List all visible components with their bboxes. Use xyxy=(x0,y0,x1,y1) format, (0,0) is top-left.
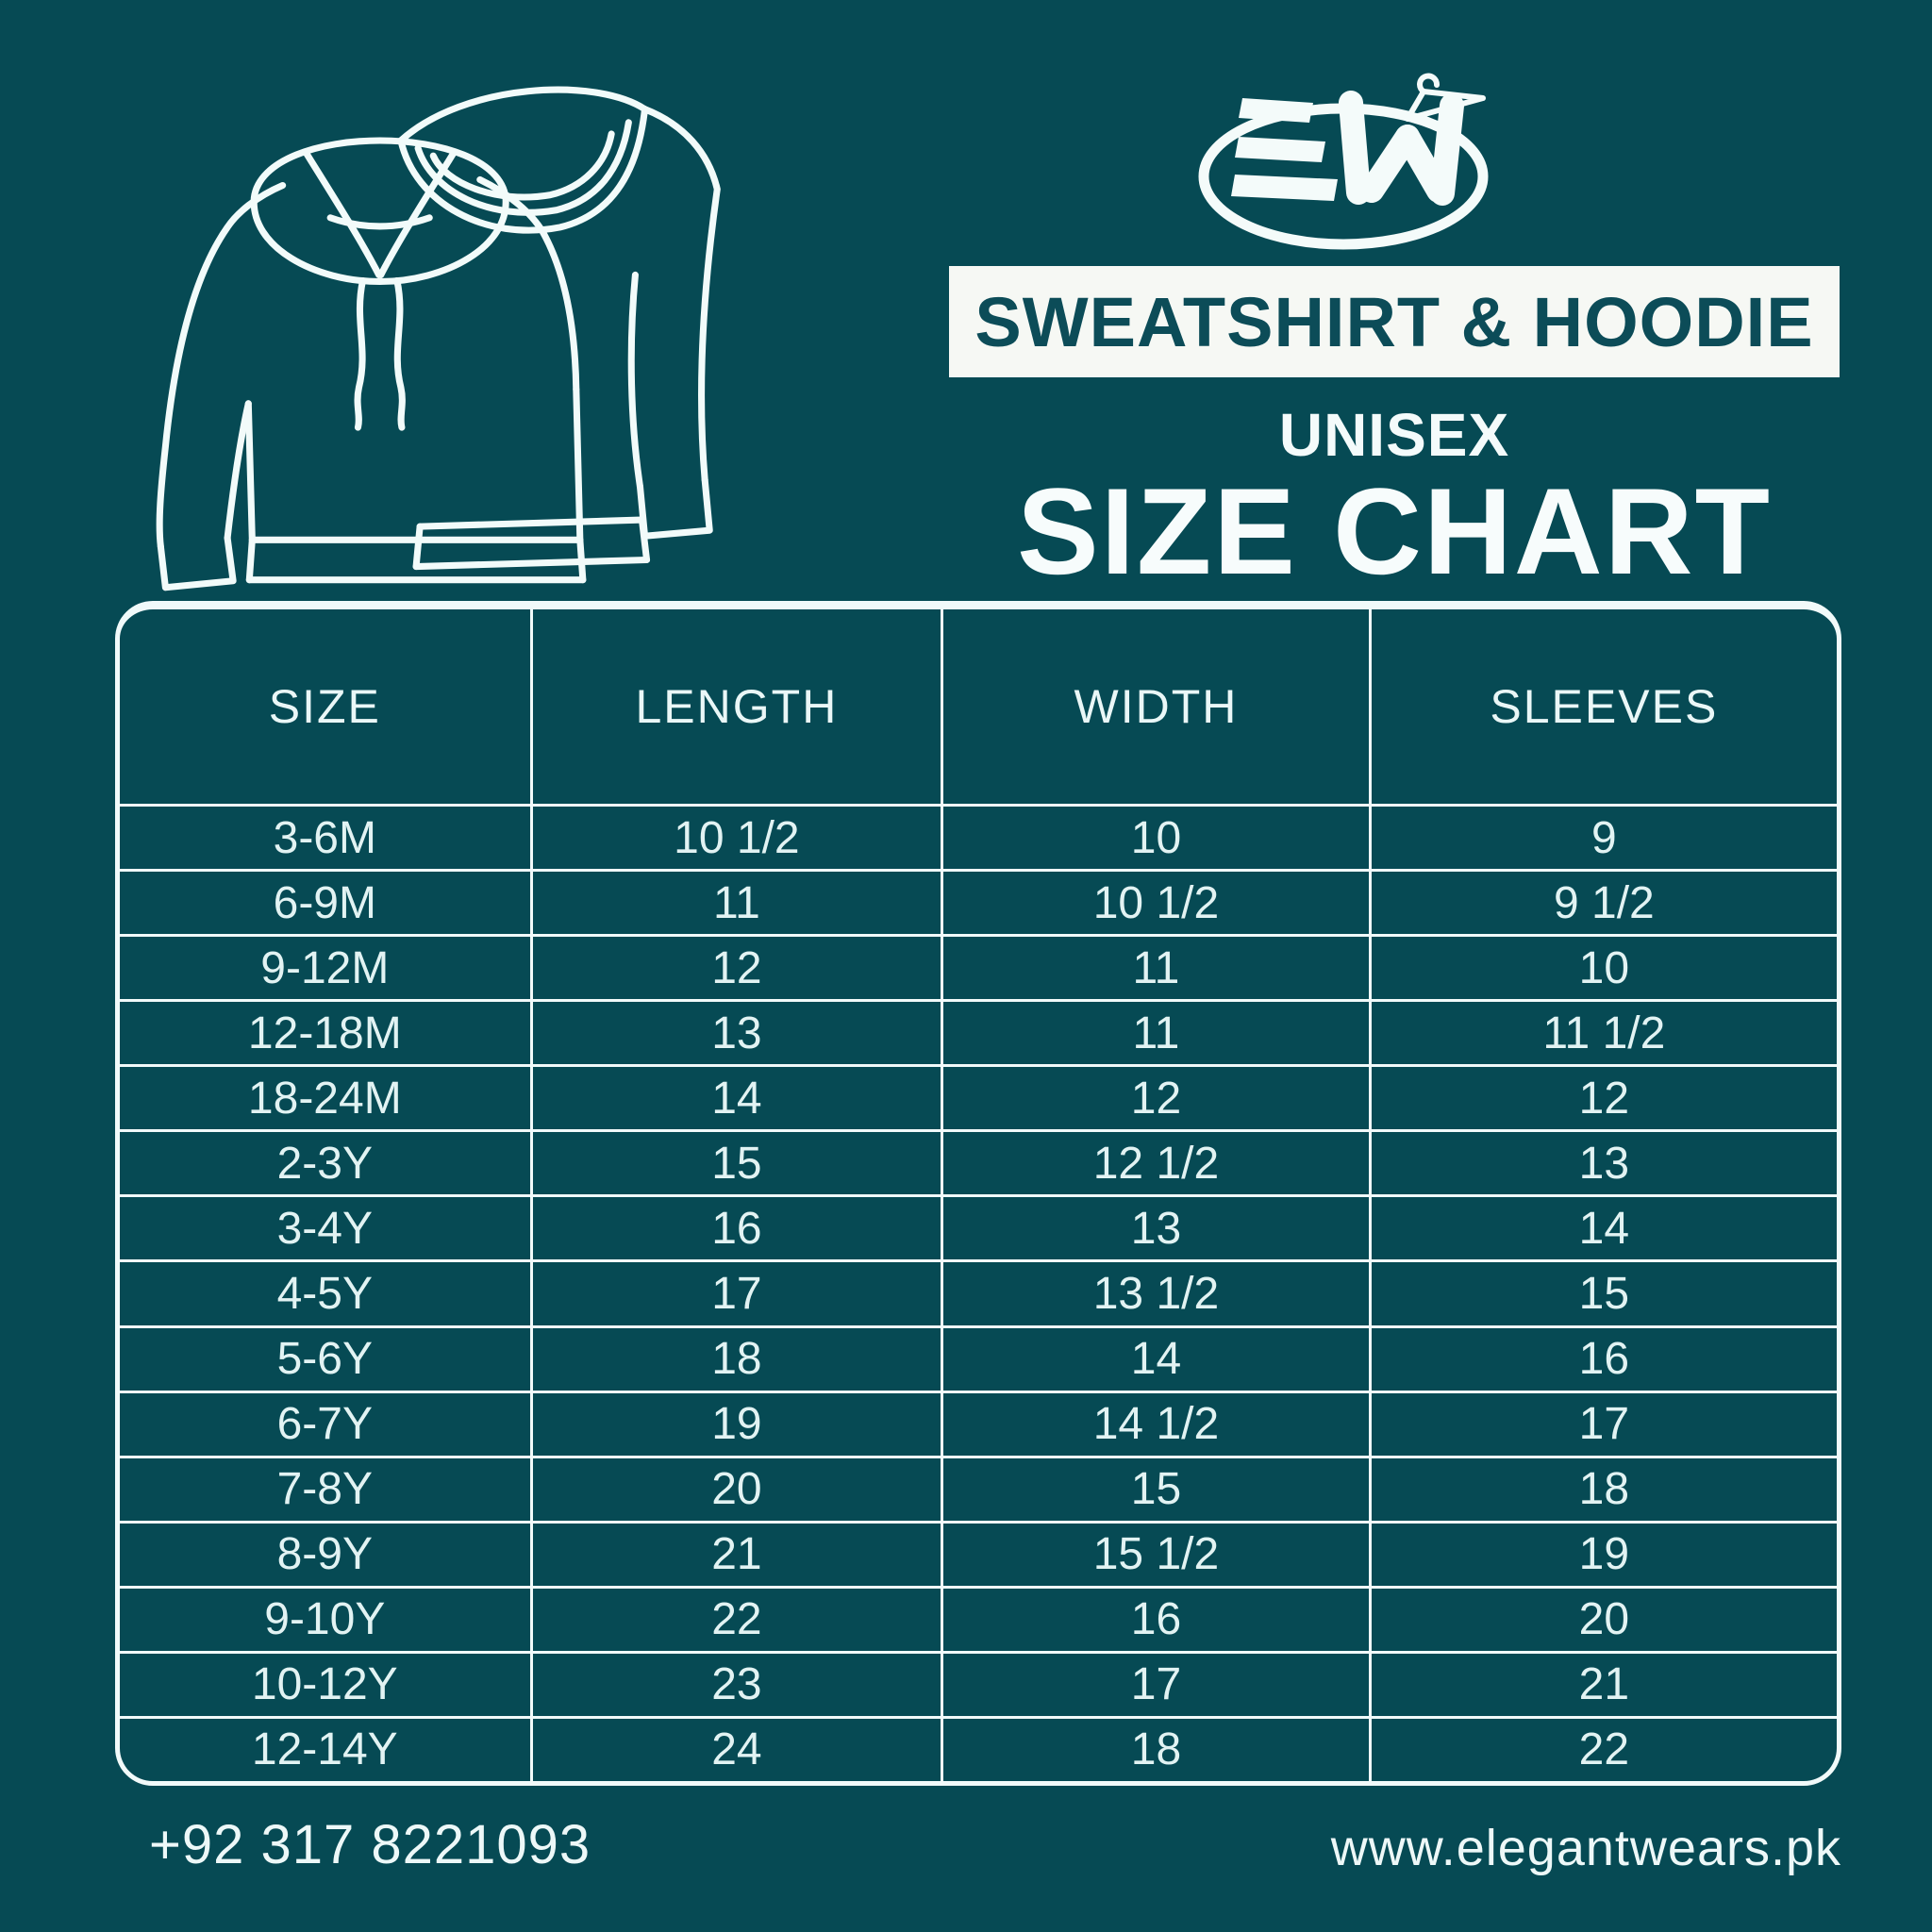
logo-letter-e xyxy=(1231,98,1338,201)
table-cell: 11 xyxy=(529,872,941,935)
table-cell: 9-12M xyxy=(260,942,390,993)
column-header-length: LENGTH xyxy=(529,609,941,804)
table-row: 18-24M 14 12 12 xyxy=(120,1064,1837,1130)
size-table: SIZE LENGTH WIDTH SLEEVES 3-6M 10 1/2 10 9 6… xyxy=(115,601,1841,1786)
table-cell: 16 xyxy=(1368,1327,1837,1391)
table-cell: 21 xyxy=(529,1523,941,1586)
table-cell: 14 1/2 xyxy=(941,1392,1369,1456)
table-cell: 17 xyxy=(529,1262,941,1325)
table-cell: 22 xyxy=(1368,1718,1837,1781)
table-cell: 14 xyxy=(529,1067,941,1130)
table-cell: 10 xyxy=(1368,937,1837,1000)
table-cell: 17 xyxy=(1368,1392,1837,1456)
table-cell: 10 xyxy=(941,807,1369,870)
table-cell: 4-5Y xyxy=(276,1268,373,1319)
table-cell: 18 xyxy=(941,1718,1369,1781)
table-header-row: SIZE LENGTH WIDTH SLEEVES xyxy=(120,609,1837,804)
table-cell: 13 xyxy=(941,1197,1369,1260)
column-header-size: SIZE xyxy=(268,680,381,733)
ew-hanger-ellipse-logo-icon xyxy=(1198,73,1489,250)
table-cell: 2-3Y xyxy=(276,1138,373,1189)
table-row: 2-3Y 15 12 1/2 13 xyxy=(120,1129,1837,1195)
table-cell: 9-10Y xyxy=(264,1594,386,1645)
table-cell: 3-6M xyxy=(273,812,376,863)
table-cell: 15 1/2 xyxy=(941,1523,1369,1586)
table-row: 3-4Y 16 13 14 xyxy=(120,1194,1837,1260)
hanger-icon xyxy=(1405,73,1486,122)
table-row: 6-7Y 19 14 1/2 17 xyxy=(120,1390,1837,1456)
table-cell: 11 xyxy=(941,937,1369,1000)
table-cell: 12 xyxy=(1368,1067,1837,1130)
table-cell: 22 xyxy=(529,1588,941,1651)
table-cell: 17 xyxy=(941,1653,1369,1716)
table-cell: 24 xyxy=(529,1718,941,1781)
table-cell: 11 1/2 xyxy=(1368,1002,1837,1065)
table-cell: 6-9M xyxy=(273,877,376,928)
table-cell: 13 xyxy=(1368,1132,1837,1195)
table-cell: 10 1/2 xyxy=(529,807,941,870)
table-cell: 18-24M xyxy=(247,1073,402,1124)
table-row: 10-12Y 23 17 21 xyxy=(120,1650,1837,1716)
table-row: 12-18M 13 11 11 1/2 xyxy=(120,999,1837,1065)
table-row: 4-5Y 17 13 1/2 15 xyxy=(120,1259,1837,1325)
table-cell: 23 xyxy=(529,1653,941,1716)
table-cell: 18 xyxy=(1368,1457,1837,1521)
table-cell: 10-12Y xyxy=(251,1659,398,1710)
hoodie-icon xyxy=(156,137,587,591)
table-cell: 12 xyxy=(529,937,941,1000)
table-cell: 12-18M xyxy=(247,1008,402,1058)
table-cell: 7-8Y xyxy=(276,1464,373,1515)
table-row: 6-9M 11 10 1/2 9 1/2 xyxy=(120,869,1837,935)
table-cell: 12-14Y xyxy=(251,1724,398,1775)
table-cell: 14 xyxy=(941,1327,1369,1391)
table-cell: 13 1/2 xyxy=(941,1262,1369,1325)
table-cell: 20 xyxy=(529,1457,941,1521)
table-row: 12-14Y 24 18 22 xyxy=(120,1715,1837,1781)
page-title: SIZE CHART xyxy=(1017,462,1772,600)
table-row: 9-10Y 22 16 20 xyxy=(120,1585,1837,1651)
table-cell: 9 1/2 xyxy=(1368,872,1837,935)
table-cell: 15 xyxy=(1368,1262,1837,1325)
banner-title: SWEATSHIRT & HOODIE xyxy=(974,282,1814,361)
logo-letter-w xyxy=(1339,91,1464,206)
table-cell: 8-9Y xyxy=(276,1529,373,1580)
table-cell: 5-6Y xyxy=(276,1334,373,1385)
table-cell: 16 xyxy=(529,1197,941,1260)
table-cell: 19 xyxy=(529,1392,941,1456)
website-url: www.elegantwears.pk xyxy=(1330,1820,1841,1876)
table-cell: 15 xyxy=(941,1457,1369,1521)
subtitle: UNISEX xyxy=(1278,401,1510,469)
banner: SWEATSHIRT & HOODIE xyxy=(949,266,1840,377)
table-cell: 10 1/2 xyxy=(941,872,1369,935)
table-row: 8-9Y 21 15 1/2 19 xyxy=(120,1520,1837,1586)
table-cell: 9 xyxy=(1368,807,1837,870)
table-cell: 16 xyxy=(941,1588,1369,1651)
table-cell: 15 xyxy=(529,1132,941,1195)
hoodie-and-sweatshirt-line-art-icon xyxy=(156,86,721,591)
table-cell: 18 xyxy=(529,1327,941,1391)
table-row: 3-6M 10 1/2 10 9 xyxy=(120,804,1837,870)
table-cell: 3-4Y xyxy=(276,1203,373,1254)
column-header-sleeves: SLEEVES xyxy=(1368,609,1837,804)
table-cell: 19 xyxy=(1368,1523,1837,1586)
table-cell: 12 1/2 xyxy=(941,1132,1369,1195)
phone-number: +92 317 8221093 xyxy=(149,1814,591,1875)
table-cell: 12 xyxy=(941,1067,1369,1130)
table-row: 5-6Y 18 14 16 xyxy=(120,1324,1837,1391)
table-cell: 20 xyxy=(1368,1588,1837,1651)
table-cell: 13 xyxy=(529,1002,941,1065)
table-cell: 6-7Y xyxy=(276,1399,373,1450)
table-cell: 11 xyxy=(941,1002,1369,1065)
table-cell: 21 xyxy=(1368,1653,1837,1716)
table-row: 7-8Y 20 15 18 xyxy=(120,1455,1837,1521)
table-cell: 14 xyxy=(1368,1197,1837,1260)
table-row: 9-12M 12 11 10 xyxy=(120,934,1837,1000)
column-header-width: WIDTH xyxy=(941,609,1369,804)
